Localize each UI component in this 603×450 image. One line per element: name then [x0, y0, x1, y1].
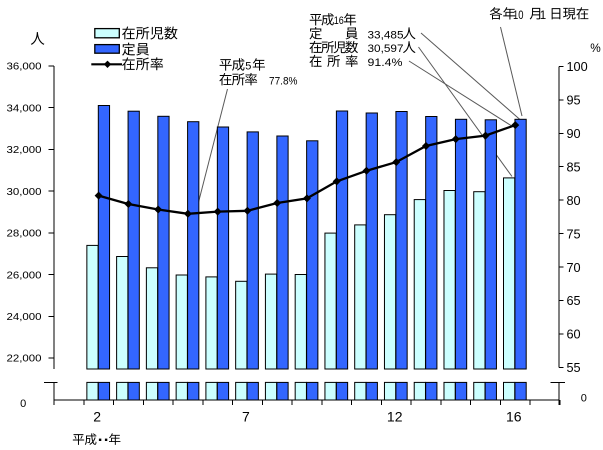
svg-text:7: 7: [242, 408, 250, 424]
svg-text:26,000: 26,000: [7, 270, 42, 281]
svg-text:12: 12: [387, 408, 403, 424]
svg-text:10: 10: [513, 10, 524, 22]
svg-text:100: 100: [567, 60, 588, 74]
svg-text:33,485: 33,485: [368, 29, 404, 41]
svg-text:91.4%: 91.4%: [368, 57, 403, 69]
svg-text:85: 85: [567, 160, 581, 174]
svg-text:95: 95: [567, 93, 581, 107]
svg-text:34,000: 34,000: [7, 103, 42, 114]
svg-text:70: 70: [567, 261, 581, 275]
svg-text:55: 55: [567, 361, 581, 375]
svg-text:80: 80: [567, 194, 581, 208]
svg-text:22,000: 22,000: [7, 354, 42, 365]
svg-text:16: 16: [334, 15, 344, 27]
svg-text:77.8%: 77.8%: [269, 75, 298, 87]
svg-text:28,000: 28,000: [7, 229, 42, 240]
svg-text:75: 75: [567, 227, 581, 241]
svg-text:36,000: 36,000: [7, 62, 42, 73]
svg-text:30,000: 30,000: [7, 187, 42, 198]
svg-text:1: 1: [540, 10, 546, 22]
svg-text:5: 5: [245, 60, 251, 72]
svg-text:65: 65: [567, 294, 581, 308]
svg-text:90: 90: [567, 127, 581, 141]
svg-text:60: 60: [567, 328, 581, 342]
svg-text:32,000: 32,000: [7, 145, 42, 156]
svg-text:30,597: 30,597: [368, 43, 404, 55]
svg-text:24,000: 24,000: [7, 312, 42, 323]
svg-text:0: 0: [581, 392, 587, 404]
svg-text:0: 0: [20, 398, 26, 410]
svg-text:2: 2: [93, 408, 101, 424]
svg-text:%: %: [590, 41, 601, 55]
svg-text:16: 16: [506, 408, 522, 424]
